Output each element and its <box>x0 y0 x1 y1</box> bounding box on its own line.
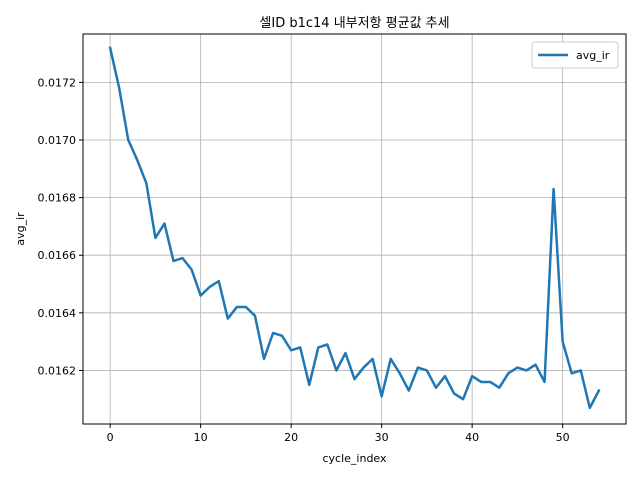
y-tick-label: 0.0164 <box>38 307 77 320</box>
x-tick-label: 10 <box>194 431 208 444</box>
series-line-avg_ir <box>108 46 601 410</box>
series-layer <box>108 46 601 410</box>
x-tick-label: 50 <box>556 431 570 444</box>
legend-label: avg_ir <box>576 49 610 62</box>
y-axis-label: avg_ir <box>14 212 27 246</box>
y-axis: 0.0162 0.0164 0.0166 0.0168 0.0170 0.0172 <box>38 76 83 377</box>
x-tick-label: 30 <box>375 431 389 444</box>
x-axis-label: cycle_index <box>322 452 387 465</box>
grid-lines <box>83 34 626 424</box>
x-tick-label: 20 <box>284 431 298 444</box>
x-tick-label: 0 <box>107 431 114 444</box>
x-axis: 0 10 20 30 40 50 <box>107 424 570 444</box>
plot-frame <box>82 33 627 425</box>
chart-title: 셀ID b1c14 내부저항 평균값 추세 <box>259 16 449 31</box>
y-tick-label: 0.0168 <box>38 192 77 205</box>
y-tick-label: 0.0170 <box>38 134 77 147</box>
x-tick-label: 40 <box>465 431 479 444</box>
legend-box <box>531 41 619 69</box>
y-tick-label: 0.0166 <box>38 249 77 262</box>
legend: avg_ir <box>531 41 619 69</box>
y-tick-label: 0.0162 <box>38 364 77 377</box>
y-tick-label: 0.0172 <box>38 76 77 89</box>
